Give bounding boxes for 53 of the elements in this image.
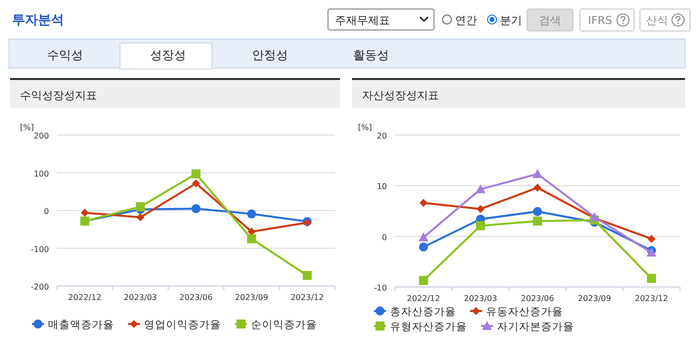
point [192, 169, 200, 178]
y-tick-label: 10 [376, 182, 387, 192]
point [136, 202, 145, 212]
legend-label: 영업이익증가율 [144, 319, 221, 331]
point [192, 204, 200, 214]
y-tick-label: -100 [30, 244, 49, 254]
x-tick-label: 2023/12 [290, 293, 324, 302]
x-tick-label: 2023/06 [179, 293, 213, 302]
y-tick-label: 100 [34, 169, 49, 178]
point [247, 234, 256, 244]
x-tick-label: 2023/12 [634, 294, 668, 303]
x-tick-label: 2022/12 [68, 293, 102, 302]
legend-label: 총자산증가율 [390, 306, 456, 318]
x-tick-label: 2023/06 [520, 294, 554, 303]
point [136, 213, 144, 222]
chart-title: 자산성장성지표 [362, 89, 439, 102]
point [418, 232, 428, 242]
x-tick-label: 2023/03 [464, 294, 498, 303]
point [476, 204, 484, 213]
x-tick-label: 2023/09 [578, 294, 612, 303]
legend-label: 순이익증가율 [251, 319, 317, 331]
point [476, 184, 486, 194]
point [534, 184, 542, 192]
point [533, 216, 542, 226]
x-tick-label: 2022/12 [406, 294, 440, 303]
point [302, 270, 312, 280]
point [80, 208, 89, 217]
point [533, 207, 542, 216]
y-tick-label: 200 [34, 132, 49, 140]
y-tick-label: -200 [30, 282, 49, 292]
y-tick-label: 0 [44, 207, 49, 216]
legend-label: 매출액증가율 [48, 319, 114, 331]
point [420, 198, 428, 207]
y-tick-label: 0 [382, 232, 387, 242]
y-axis-title: [%] [20, 123, 34, 132]
point [476, 221, 485, 230]
point [419, 276, 428, 285]
point [419, 242, 428, 252]
legend-label: 유형자산증가율 [390, 321, 467, 333]
point [192, 179, 200, 188]
legend-label: 유동자산증가율 [486, 306, 563, 318]
point [247, 209, 256, 218]
y-tick-label: 20 [376, 132, 387, 140]
x-tick-label: 2023/03 [124, 293, 158, 302]
page-header: 투자분석 주재무제표 연간 분기 검색 IFRS 산식 수익성 성장성 안정성 활동성 [8, 8, 690, 70]
y-axis-title: [%] [358, 123, 372, 132]
point [532, 169, 542, 178]
legend-label: 자기자본증가율 [497, 321, 574, 333]
point [647, 274, 656, 283]
y-tick-label: -10 [374, 284, 387, 292]
chart-title: 수익성장성지표 [20, 89, 97, 102]
x-tick-label: 2023/09 [234, 293, 268, 302]
point [648, 234, 656, 243]
